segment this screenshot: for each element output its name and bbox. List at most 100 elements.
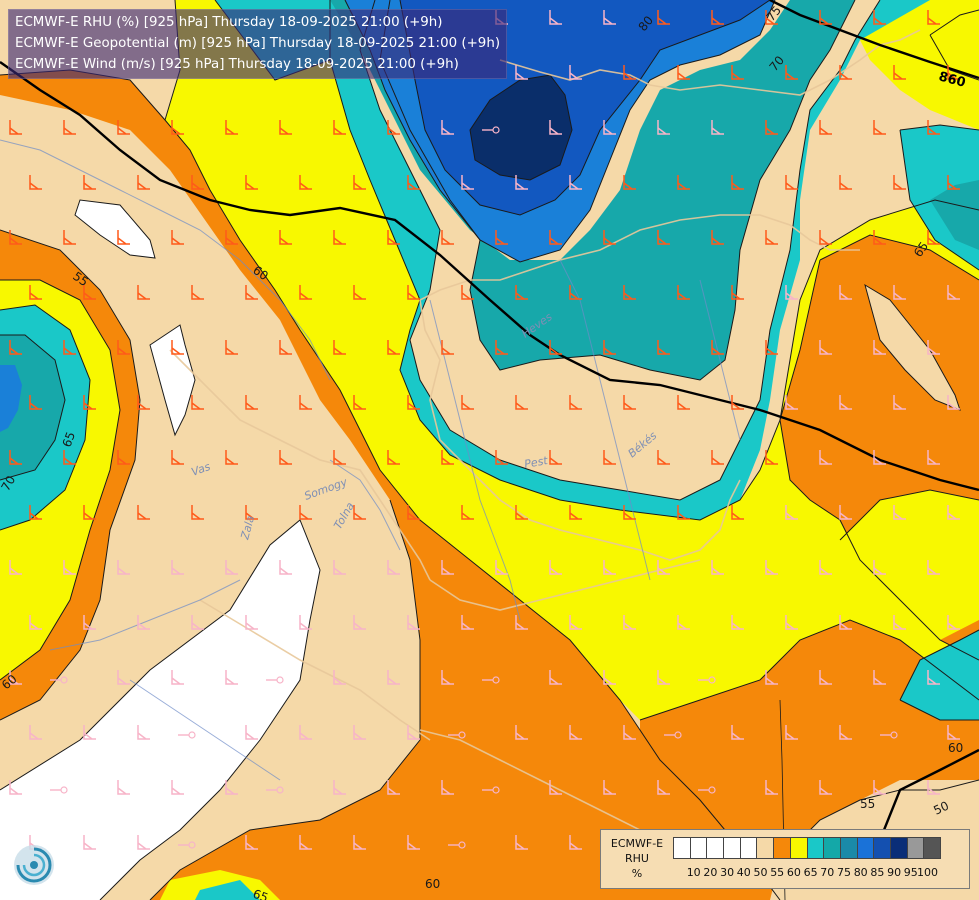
wind-barb-icon	[266, 786, 284, 794]
wind-barb-icon	[603, 560, 616, 575]
wind-barb-icon	[927, 780, 940, 795]
wind-barb-icon	[839, 175, 852, 190]
wind-barb-icon	[63, 340, 76, 355]
wind-barb-icon	[515, 395, 528, 410]
wind-barb-icon	[191, 395, 204, 410]
wind-barb-icon	[461, 175, 474, 190]
wind-barb-icon	[441, 120, 454, 135]
wind-barb-icon	[178, 841, 196, 849]
wind-barb-icon	[333, 230, 346, 245]
wind-barb-icon	[603, 670, 616, 685]
wind-barb-icon	[711, 450, 724, 465]
wind-barb-icon	[677, 615, 690, 630]
wind-barb-icon	[603, 450, 616, 465]
legend-swatch	[873, 837, 891, 859]
wind-barb-icon	[333, 340, 346, 355]
wind-barb-icon	[927, 230, 940, 245]
wind-barb-icon	[873, 670, 886, 685]
wind-barb-icon	[83, 835, 96, 850]
wind-barb-icon	[482, 676, 500, 684]
wind-barb-icon	[623, 505, 636, 520]
wind-barb-icon	[711, 10, 724, 25]
wind-barb-icon	[171, 120, 184, 135]
wind-barb-icon	[29, 285, 42, 300]
wind-barb-icon	[603, 230, 616, 245]
wind-barb-icon	[731, 175, 744, 190]
legend-tick-label: 20	[703, 866, 718, 879]
legend-tick-label: 60	[786, 866, 801, 879]
rhu-60-65-region-central	[165, 0, 979, 720]
wind-barb-icon	[407, 835, 420, 850]
wind-barb-icon	[225, 120, 238, 135]
wind-barb-icon	[893, 65, 906, 80]
wind-barb-icon	[623, 175, 636, 190]
rhu-below-50-region-west	[150, 325, 195, 435]
wind-barb-icon	[353, 615, 366, 630]
contour-label-55-southeast: 55	[860, 797, 875, 811]
wind-barb-icon	[657, 10, 670, 25]
legend-swatch	[823, 837, 841, 859]
wind-barb-icon	[9, 560, 22, 575]
wind-barb-icon	[279, 120, 292, 135]
legend-tick-label: 80	[853, 866, 868, 879]
wind-barb-icon	[549, 120, 562, 135]
wind-barb-icon	[353, 395, 366, 410]
wind-barb-icon	[731, 725, 744, 740]
wind-barb-icon	[819, 670, 832, 685]
wind-barb-icon	[83, 285, 96, 300]
wind-barb-icon	[569, 835, 582, 850]
wind-barb-icon	[441, 340, 454, 355]
wind-barb-icon	[225, 780, 238, 795]
geopotential-860-label: 860	[937, 69, 967, 91]
wind-barb-icon	[353, 505, 366, 520]
wind-barb-icon	[83, 395, 96, 410]
wind-barb-icon	[461, 285, 474, 300]
wind-barb-icon	[549, 450, 562, 465]
wind-barb-icon	[245, 615, 258, 630]
wind-barb-icon	[839, 395, 852, 410]
wind-barb-icon	[873, 780, 886, 795]
wind-barb-icon	[893, 285, 906, 300]
legend-tick-label: 10	[686, 866, 701, 879]
wind-barb-icon	[299, 725, 312, 740]
wind-barb-icon	[29, 725, 42, 740]
wind-barb-icon	[353, 835, 366, 850]
wind-barb-icon	[927, 670, 940, 685]
rhu-60-65-region-east-blob	[840, 490, 979, 640]
wind-barb-icon	[677, 395, 690, 410]
wind-barb-icon	[731, 615, 744, 630]
wind-barb-icon	[623, 615, 636, 630]
wind-barb-icon	[873, 340, 886, 355]
wind-barb-icon	[137, 725, 150, 740]
wind-barb-icon	[245, 835, 258, 850]
wind-barb-icon	[549, 230, 562, 245]
wind-barb-icon	[495, 560, 508, 575]
wind-barb-icon	[299, 285, 312, 300]
wind-barb-icon	[549, 670, 562, 685]
wind-barb-icon	[299, 835, 312, 850]
wind-barb-icon	[191, 615, 204, 630]
wind-barb-icon	[698, 786, 716, 794]
wind-barb-icon	[569, 505, 582, 520]
wind-barb-icon	[785, 505, 798, 520]
wind-barb-icon	[893, 615, 906, 630]
legend: ECMWF-E RHU % 10 20 30 40 50 55 60 65 70 75 80 85 90…	[600, 829, 970, 889]
wind-barb-icon	[171, 670, 184, 685]
legend-tick-label: 75	[837, 866, 851, 879]
wind-barb-icon	[117, 120, 130, 135]
wind-barb-icon	[495, 450, 508, 465]
title-line-rhu: ECMWF-E RHU (%) [925 hPa] Thursday 18-09…	[15, 15, 443, 30]
wind-barb-icon	[947, 615, 960, 630]
wind-barb-icon	[603, 340, 616, 355]
wind-barb-icon	[171, 560, 184, 575]
legend-tick-label: 50	[753, 866, 768, 879]
wind-barb-icon	[677, 285, 690, 300]
wind-barb-icon	[677, 505, 690, 520]
wind-barb-icon	[677, 65, 690, 80]
wind-barb-icon	[407, 615, 420, 630]
wind-barb-icon	[9, 230, 22, 245]
wind-barb-icon	[947, 505, 960, 520]
wind-barb-icon	[448, 731, 466, 739]
wind-barb-icon	[664, 731, 682, 739]
